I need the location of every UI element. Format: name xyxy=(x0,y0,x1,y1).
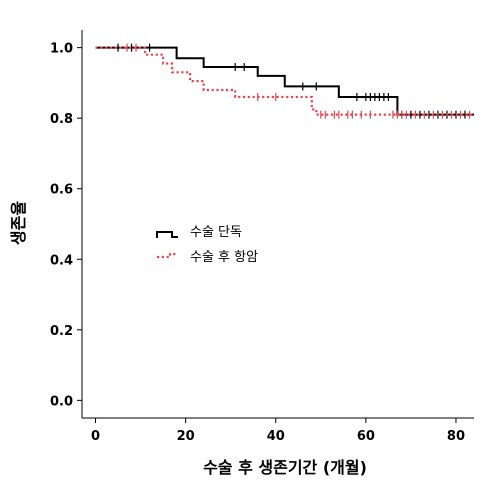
legend-label-surgery-only: 수술 단독 xyxy=(190,225,242,240)
x-tick-label: 0 xyxy=(91,429,100,444)
y-tick-label: 0.6 xyxy=(50,183,73,198)
survival-curve-2 xyxy=(95,46,474,116)
legend-label-surgery-chemo: 수술 후 항암 xyxy=(190,250,258,265)
y-tick-label: 0.0 xyxy=(50,394,73,409)
x-tick-label: 40 xyxy=(267,429,285,444)
y-axis-title: 생존율 xyxy=(9,201,28,245)
series-layer xyxy=(95,43,474,119)
y-tick-label: 0.4 xyxy=(50,253,73,268)
series-2 xyxy=(95,43,474,119)
legend-symbol-surgery-chemo xyxy=(157,252,178,259)
x-tick-label: 60 xyxy=(357,429,375,444)
x-tick-label: 80 xyxy=(447,429,465,444)
y-tick-label: 0.8 xyxy=(50,112,73,127)
y-tick-label: 0.2 xyxy=(50,324,73,339)
axes: 0.0 0.2 0.4 0.6 0.8 1.0 0 20 40 60 80 xyxy=(50,30,474,444)
x-axis-title: 수술 후 생존기간 (개월) xyxy=(203,458,367,477)
y-tick-label: 1.0 xyxy=(50,42,73,57)
legend-symbol-surgery-only xyxy=(156,231,178,238)
x-tick-label: 20 xyxy=(177,429,195,444)
legend: 수술 단독 수술 후 항암 xyxy=(156,225,258,265)
survival-curve-1 xyxy=(95,46,474,116)
